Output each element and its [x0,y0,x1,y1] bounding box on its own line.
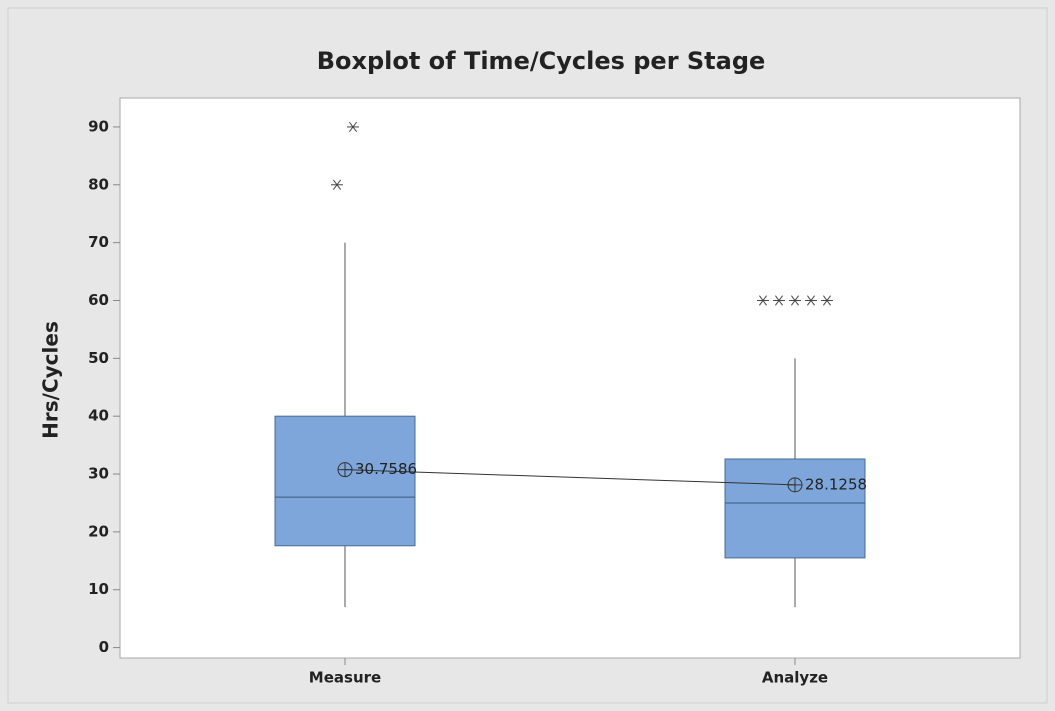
outlier-stroke [348,121,358,133]
y-tick-label: 90 [88,117,109,135]
outlier-stroke [775,295,783,306]
outlier-stroke [807,295,815,306]
chart-title: Boxplot of Time/Cycles per Stage [317,47,766,75]
outlier [821,295,833,306]
box [724,458,866,559]
y-axis-label: Hrs/Cycles [39,321,63,439]
outlier [331,179,343,190]
mean-symbol [787,477,803,493]
outlier-stroke [332,179,342,190]
y-tick-label: 10 [88,580,109,598]
x-tick-label: Measure [309,669,381,687]
y-tick-label: 60 [88,291,109,309]
outlier [789,295,801,306]
outlier [805,295,817,306]
mean-label: 28.1258 [805,475,867,493]
y-tick-label: 70 [88,233,109,251]
y-tick-label: 20 [88,522,109,540]
y-tick-label: 80 [88,175,109,193]
outlier-stroke [759,295,767,306]
mean-symbol [337,462,353,478]
plot-area [119,97,1021,659]
mean-connect [344,469,796,486]
outlier [347,121,359,133]
y-tick-label: 40 [88,407,109,425]
x-tick-label: Analyze [762,669,828,687]
mean-label: 30.7586 [355,460,417,478]
outlier [773,295,785,306]
box [274,415,416,547]
outlier-stroke [791,295,799,306]
outlier [757,295,769,306]
y-tick-label: 0 [99,638,109,656]
y-tick-label: 30 [88,465,109,483]
y-tick-label: 50 [88,349,109,367]
outlier-stroke [823,295,831,306]
